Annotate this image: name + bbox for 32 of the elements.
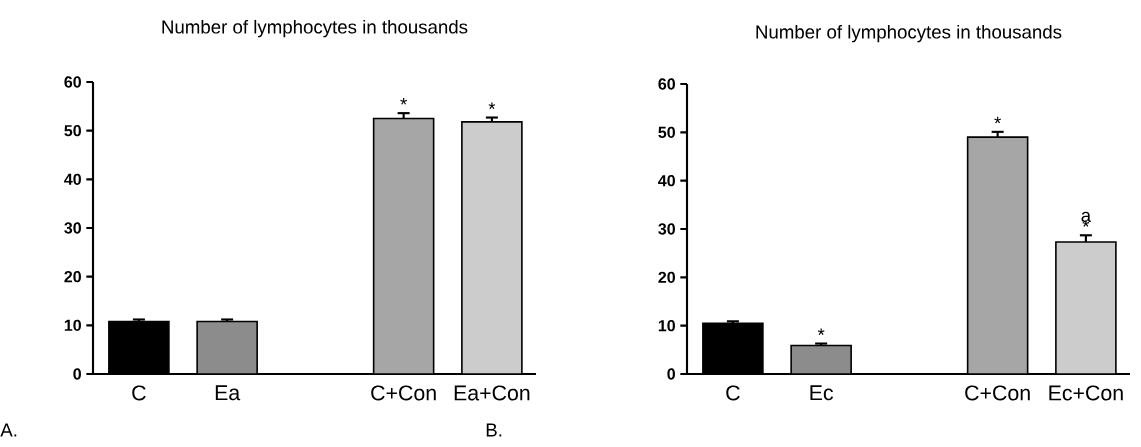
y-tick-label: 30 [658, 223, 675, 235]
annotation: * [817, 328, 825, 335]
y-tick-label: 0 [667, 368, 675, 380]
text: B. [486, 423, 502, 437]
x-tick-label: C [726, 385, 740, 401]
y-tick-label: 60 [658, 78, 675, 90]
text: A. [0, 423, 17, 437]
annotation: * [400, 98, 407, 105]
y-tick-label: 40 [64, 173, 81, 185]
y-tick-label: 0 [73, 368, 81, 380]
annotation: * [488, 102, 496, 109]
y-tick-label: 20 [64, 271, 81, 283]
x-tick-label: C [132, 385, 146, 401]
y-tick-label: 10 [64, 319, 81, 331]
annotation: * [994, 116, 1001, 124]
x-tick-label: C+Con [371, 385, 436, 401]
y-tick-label: 60 [64, 76, 81, 88]
y-tick-label: 40 [658, 175, 675, 187]
y-tick-label: 50 [64, 125, 81, 137]
x-tick-label: C+Con [965, 385, 1030, 401]
x-tick-label: Ec+Con [1049, 385, 1123, 401]
x-tick-label: Ea [215, 385, 241, 401]
chart-title: Number of lymphocytes in thousands [756, 24, 1062, 43]
y-tick-label: 30 [64, 222, 81, 234]
annotation: * [1082, 220, 1090, 227]
x-tick-label: Ea+Con [454, 385, 530, 401]
y-tick-label: 50 [658, 126, 675, 138]
annotation: a [1081, 211, 1092, 223]
x-tick-label: Ec [810, 385, 834, 401]
y-tick-label: 10 [658, 320, 675, 332]
y-tick-label: 20 [658, 271, 675, 283]
chart-title: Number of lymphocytes in thousands [162, 19, 468, 38]
